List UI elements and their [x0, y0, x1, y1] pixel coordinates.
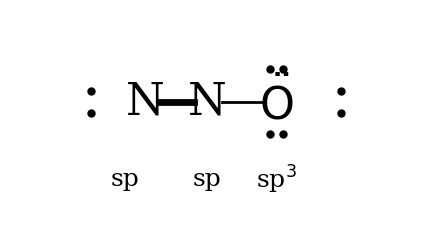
Text: $\ddot{\mathrm{O}}$: $\ddot{\mathrm{O}}$ [259, 76, 294, 128]
Text: N: N [126, 81, 165, 124]
Text: sp: sp [193, 168, 222, 191]
Text: sp: sp [111, 168, 139, 191]
Text: N: N [188, 81, 227, 124]
Text: sp$^3$: sp$^3$ [256, 163, 297, 196]
